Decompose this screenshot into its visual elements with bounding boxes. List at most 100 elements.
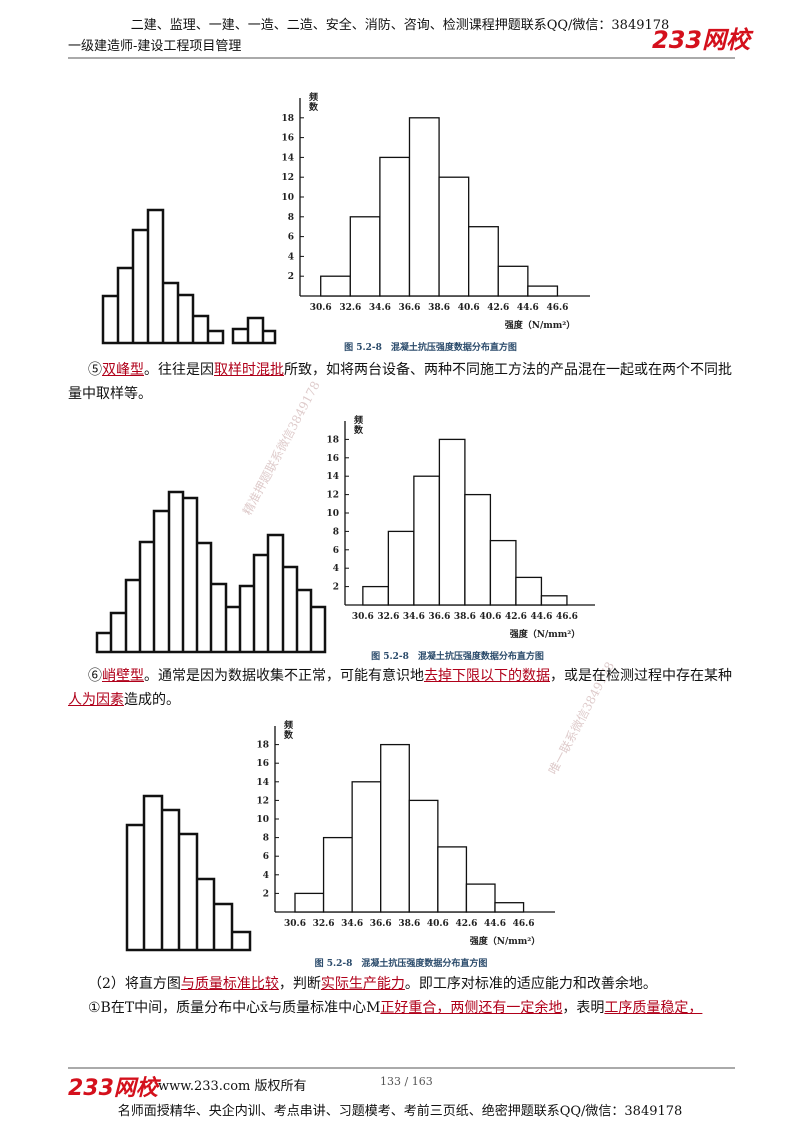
y-tick-label: 8	[333, 527, 339, 537]
bar	[464, 493, 492, 606]
x-tick-label: 36.6	[428, 612, 450, 622]
bar	[437, 846, 468, 913]
bar	[349, 216, 381, 297]
y-tick-label: 16	[256, 759, 269, 769]
x-tick-label: 30.6	[352, 612, 374, 622]
x-tick-label: 32.6	[339, 303, 361, 313]
x-tick-label: 42.6	[487, 303, 509, 313]
paragraph: ⑤双峰型。往往是因取样时混批所致，如将两台设备、两种不同施工方法的产品混在一起或…	[68, 358, 734, 406]
bar	[489, 539, 517, 606]
bar	[408, 799, 439, 913]
y-tick-label: 8	[288, 213, 294, 223]
y-tick-label: 4	[333, 564, 339, 574]
y-tick-label: 10	[256, 815, 269, 825]
text-run: ⑥	[88, 668, 102, 684]
text-run: 所致，如将两台设备、两种不同施工方法的产品混在一起或在两个不同批量中取样等。	[68, 362, 732, 402]
y-tick-label: 18	[281, 114, 294, 124]
bar	[438, 438, 466, 606]
emphasis: 双峰型	[102, 362, 144, 378]
bar	[494, 902, 525, 913]
bar	[515, 576, 543, 606]
y-tick-label: 6	[263, 852, 269, 862]
x-tick-label: 34.6	[369, 303, 391, 313]
emphasis: 实际生产能力	[320, 976, 405, 992]
page-number: 133 / 163	[380, 1075, 433, 1088]
x-tick-label: 40.6	[427, 919, 449, 929]
text-run: 。往往是因	[144, 362, 214, 378]
paragraph: ⑥峭壁型。通常是因为数据收集不正常，可能有意识地去掉下限以下的数据，或是在检测过…	[68, 664, 734, 712]
x-tick-label: 36.6	[399, 303, 421, 313]
text-run: 造成的。	[124, 692, 180, 708]
bar	[294, 892, 325, 913]
figure-caption: 图 5.2-8 混凝土抗压强度数据分布直方图	[315, 957, 488, 969]
y-tick-label: 12	[256, 796, 269, 806]
sketch-bimodal-small	[101, 208, 277, 345]
header-subtitle: 一级建造师-建设工程项目管理	[68, 39, 242, 54]
y-tick-label: 6	[288, 233, 294, 243]
x-tick-label: 38.6	[398, 919, 420, 929]
x-tick-label: 44.6	[517, 303, 539, 313]
paragraph: ①B在T中间，质量分布中心x̄与质量标准中心M正好重合，两侧还有一定余地，表明工…	[68, 996, 734, 1020]
bar	[380, 743, 410, 913]
y-axis-label: 频数	[307, 91, 318, 112]
text-run: ，或是在检测过程中存在某种	[550, 668, 732, 684]
emphasis: 正好重合，两侧还有一定余地	[380, 1000, 563, 1016]
y-tick-label: 10	[326, 509, 339, 519]
header-logo: 233网校	[652, 26, 751, 54]
y-tick-label: 8	[263, 834, 269, 844]
emphasis: 人为因素	[68, 692, 124, 708]
text-run: ①B在T中间，质量分布中心x̄与质量标准中心M	[88, 1000, 381, 1016]
x-tick-label: 38.6	[428, 303, 450, 313]
y-tick-label: 18	[326, 435, 339, 445]
y-axis-label: 频数	[282, 719, 293, 740]
x-tick-label: 38.6	[454, 612, 476, 622]
x-tick-label: 32.6	[313, 919, 335, 929]
bar	[362, 585, 390, 606]
bar	[468, 226, 499, 297]
y-tick-label: 2	[263, 889, 269, 899]
header-notice: 二建、监理、一建、一造、二造、安全、消防、咨询、检测课程押题联系QQ/微信：38…	[130, 18, 670, 33]
bar	[465, 883, 496, 913]
text-run: （2）将直方图	[88, 976, 181, 992]
text-run: ⑤	[88, 362, 102, 378]
emphasis: 与质量标准比较	[180, 976, 279, 992]
x-tick-label: 44.6	[484, 919, 506, 929]
y-tick-label: 14	[256, 778, 269, 788]
y-tick-label: 18	[256, 741, 269, 751]
x-tick-label: 46.6	[513, 919, 535, 929]
x-tick-label: 34.6	[341, 919, 363, 929]
bar	[351, 781, 382, 913]
figure-caption: 图 5.2-8 混凝土抗压强度数据分布直方图	[344, 341, 517, 353]
x-tick-label: 30.6	[284, 919, 306, 929]
emphasis: 峭壁型	[102, 668, 144, 684]
text-run: 。即工序对标准的适应能力和改善余地。	[404, 976, 657, 992]
figure-caption: 图 5.2-8 混凝土抗压强度数据分布直方图	[371, 650, 544, 662]
paragraph: （2）将直方图与质量标准比较，判断实际生产能力。即工序对标准的适应能力和改善余地…	[68, 972, 734, 996]
y-tick-label: 4	[288, 252, 294, 262]
y-tick-label: 4	[263, 871, 269, 881]
footer-logo: 233网校	[68, 1076, 158, 1101]
y-tick-label: 14	[326, 472, 339, 482]
y-tick-label: 14	[281, 153, 294, 163]
footer-notice: 名师面授精华、央企内训、考点串讲、习题模考、考前三页纸、绝密押题联系QQ/微信：…	[117, 1104, 683, 1119]
y-tick-label: 16	[281, 134, 294, 144]
x-axis-label: 强度（N/mm²）	[505, 319, 576, 331]
bar	[540, 595, 568, 606]
x-axis-label: 强度（N/mm²）	[470, 935, 541, 947]
bar	[322, 836, 353, 913]
x-tick-label: 30.6	[310, 303, 332, 313]
bar	[320, 275, 351, 297]
y-tick-label: 2	[333, 583, 339, 593]
x-tick-label: 46.6	[556, 612, 578, 622]
y-tick-label: 16	[326, 454, 339, 464]
y-tick-label: 2	[288, 272, 294, 282]
x-tick-label: 34.6	[403, 612, 425, 622]
bar	[497, 265, 529, 297]
x-tick-label: 46.6	[546, 303, 568, 313]
y-tick-label: 12	[326, 491, 339, 501]
emphasis: 去掉下限以下的数据	[424, 668, 550, 684]
bar	[379, 156, 411, 297]
x-tick-label: 40.6	[479, 612, 501, 622]
